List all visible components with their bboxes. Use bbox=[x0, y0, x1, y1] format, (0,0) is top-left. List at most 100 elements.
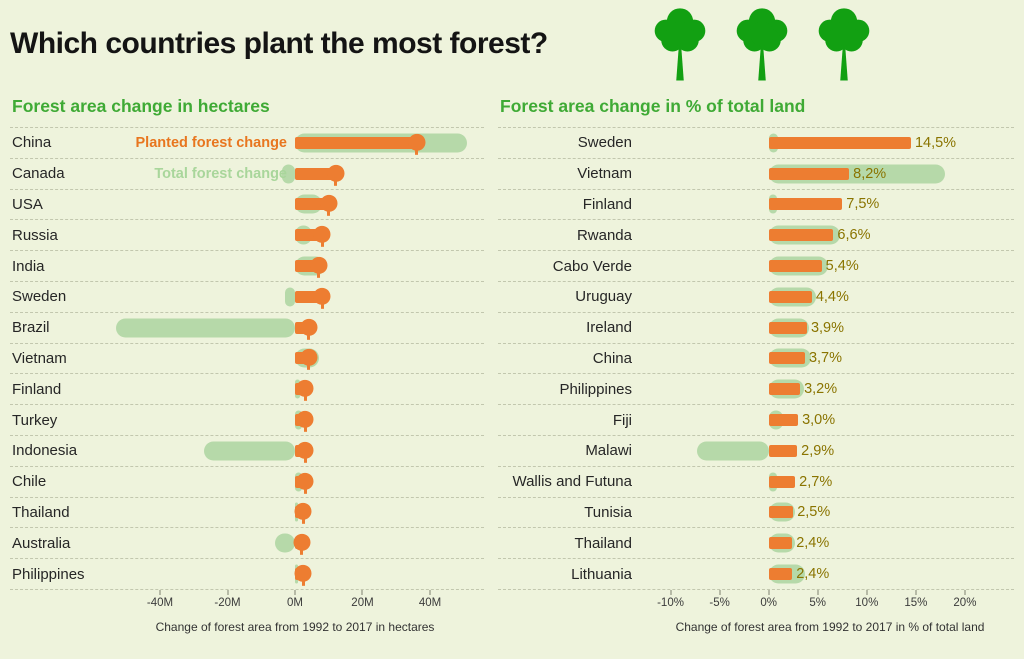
country-label: Brazil bbox=[12, 319, 50, 337]
row-plot: 3,0% bbox=[646, 405, 1014, 435]
total-forest-bar bbox=[284, 287, 295, 307]
chart-title-hectares: Forest area change in hectares bbox=[12, 96, 270, 116]
country-label: Lithuania bbox=[571, 565, 632, 583]
chart-row: Thailand bbox=[10, 498, 484, 529]
tick-mark bbox=[768, 589, 770, 595]
tree-icon bbox=[736, 8, 788, 81]
value-label: 2,4% bbox=[796, 535, 830, 552]
row-plot: 3,9% bbox=[646, 313, 1014, 343]
country-label: Vietnam bbox=[12, 349, 67, 367]
tick-label: 0% bbox=[760, 596, 777, 609]
tree-icon bbox=[654, 8, 706, 81]
chart-rows: China Planted forest change Canada Total fo… bbox=[10, 127, 484, 590]
planted-forest-bar bbox=[295, 136, 417, 149]
chart-title-percent: Forest area change in % of total land bbox=[500, 96, 806, 116]
planted-forest-bar bbox=[295, 167, 336, 180]
tick-label: 10% bbox=[855, 596, 879, 609]
row-plot bbox=[106, 467, 484, 497]
tick-label: 20% bbox=[953, 596, 977, 609]
tick-label: -20M bbox=[214, 596, 241, 609]
planted-forest-bar bbox=[768, 198, 843, 211]
value-label: 2,7% bbox=[799, 473, 833, 490]
planted-forest-bar bbox=[768, 229, 834, 242]
planted-forest-bar bbox=[768, 136, 911, 149]
total-forest-bar bbox=[274, 533, 295, 553]
tick-label: 5% bbox=[809, 596, 827, 609]
tree-marker bbox=[313, 287, 331, 305]
country-label: USA bbox=[12, 195, 43, 213]
chart-percent: Forest area change in % of total land Sw… bbox=[498, 92, 1014, 634]
chart-row: Australia bbox=[10, 528, 484, 560]
chart-row: China 3,7% bbox=[498, 344, 1014, 375]
chart-row: Turkey bbox=[10, 405, 484, 436]
tree-marker bbox=[408, 133, 425, 151]
tree-marker bbox=[327, 164, 344, 182]
planted-forest-bar bbox=[768, 414, 799, 427]
tree-marker bbox=[294, 503, 312, 521]
country-label: Sweden bbox=[577, 134, 632, 152]
country-label: Wallis and Futuna bbox=[512, 473, 632, 491]
value-label: 6,6% bbox=[837, 227, 871, 244]
page-title: Which countries plant the most forest? bbox=[10, 27, 548, 60]
total-forest-bar bbox=[116, 318, 295, 338]
country-label: Rwanda bbox=[576, 226, 632, 244]
row-plot: 2,4% bbox=[646, 559, 1014, 589]
tree-marker bbox=[313, 226, 331, 244]
tree-marker bbox=[320, 195, 338, 213]
row-plot bbox=[106, 190, 484, 220]
country-label: Canada bbox=[12, 165, 65, 183]
country-label: Fiji bbox=[612, 411, 632, 429]
tick-mark bbox=[719, 589, 721, 595]
tick-label: 15% bbox=[904, 596, 928, 609]
tree-marker bbox=[296, 472, 314, 490]
tree-marker bbox=[310, 256, 328, 274]
value-label: 2,4% bbox=[796, 566, 830, 583]
tick-mark bbox=[227, 589, 228, 595]
chart-row: Fiji 3,0% bbox=[498, 405, 1014, 436]
tick-label: 20M bbox=[351, 596, 374, 609]
value-label: 3,0% bbox=[802, 412, 836, 429]
total-forest-bar bbox=[203, 441, 295, 461]
tree-marker bbox=[300, 318, 317, 336]
chart-row: Wallis and Futuna 2,7% bbox=[498, 467, 1014, 498]
tick-mark bbox=[866, 589, 868, 595]
planted-forest-bar bbox=[768, 383, 801, 396]
chart-row: Lithuania 2,4% bbox=[498, 559, 1014, 590]
country-label: Ireland bbox=[586, 319, 632, 337]
chart-row: Cabo Verde 5,4% bbox=[498, 251, 1014, 282]
tick-label: 0M bbox=[287, 596, 303, 609]
country-label: Philippines bbox=[12, 565, 85, 583]
tick-mark bbox=[915, 589, 917, 595]
value-label: 4,4% bbox=[815, 288, 849, 305]
planted-forest-bar bbox=[768, 260, 822, 273]
row-plot: 2,5% bbox=[646, 498, 1014, 528]
planted-forest-bar bbox=[768, 321, 807, 334]
tick-mark bbox=[670, 589, 672, 595]
tree-marker bbox=[296, 441, 314, 459]
chart-row: Malawi 2,9% bbox=[498, 436, 1014, 467]
header: Which countries plant the most forest? bbox=[10, 0, 1014, 92]
planted-forest-bar bbox=[768, 475, 796, 488]
row-plot: 3,2% bbox=[646, 374, 1014, 404]
tick-mark bbox=[817, 589, 819, 595]
row-plot: 6,6% bbox=[646, 220, 1014, 250]
value-label: 3,7% bbox=[808, 350, 843, 367]
chart-row: Philippines bbox=[10, 559, 484, 590]
country-label: Thailand bbox=[12, 503, 70, 521]
row-plot: 7,5% bbox=[646, 190, 1014, 220]
row-plot: 2,4% bbox=[646, 528, 1014, 558]
tree-icon bbox=[818, 8, 870, 81]
chart-axis: -10% -5% 0% 5% 10% 15% 20% bbox=[646, 589, 1014, 614]
planted-forest-bar bbox=[768, 506, 794, 519]
chart-row: Canada Total forest change bbox=[10, 159, 484, 190]
row-plot: 3,7% bbox=[646, 344, 1014, 374]
row-plot bbox=[106, 498, 484, 528]
country-label: Finland bbox=[12, 380, 62, 398]
axis-wrap: -10% -5% 0% 5% 10% 15% 20% bbox=[498, 589, 1014, 614]
chart-row: Ireland 3,9% bbox=[498, 313, 1014, 344]
row-plot: Total forest change bbox=[106, 159, 484, 189]
planted-forest-bar bbox=[768, 444, 798, 457]
charts-area: Forest area change in hectares China Plan… bbox=[10, 92, 1014, 634]
row-plot bbox=[106, 559, 484, 589]
country-label: Vietnam bbox=[577, 165, 632, 183]
